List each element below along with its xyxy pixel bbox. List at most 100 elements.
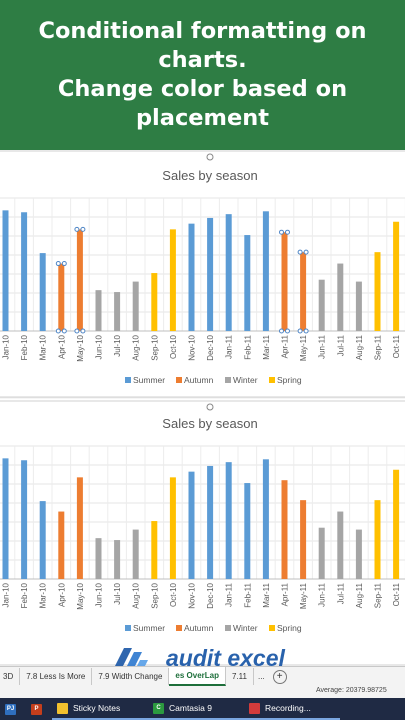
bar-may-10-autumn[interactable] bbox=[76, 229, 83, 331]
bar-oct-10-spring[interactable] bbox=[169, 229, 176, 331]
bar-aug-10-winter[interactable] bbox=[132, 281, 139, 331]
selection-handle[interactable] bbox=[285, 229, 290, 235]
powerpoint-app-icon: P bbox=[31, 703, 42, 715]
bar-jan-10-summer[interactable] bbox=[2, 210, 9, 331]
sheet-tab[interactable]: 7.11 bbox=[226, 668, 254, 685]
sheet-tab[interactable]: 3D bbox=[0, 668, 21, 685]
bar-may-10-autumn[interactable] bbox=[76, 477, 83, 579]
bar-feb-10-summer[interactable] bbox=[21, 212, 28, 331]
x-tick-label: Apr-10 bbox=[57, 334, 66, 359]
bar-mar-10-summer[interactable] bbox=[39, 501, 46, 579]
selection-handle[interactable] bbox=[303, 249, 309, 255]
bar-nov-10-summer[interactable] bbox=[188, 223, 195, 331]
selection-handle[interactable] bbox=[61, 261, 67, 267]
bar-oct-11-spring[interactable] bbox=[393, 469, 400, 579]
bar-aug-11-winter[interactable] bbox=[355, 281, 362, 331]
chart-sales-by-season-bottom[interactable]: Sales by season Jan-10 Feb-10 Mar-10 Apr-10 M… bbox=[0, 400, 405, 666]
bar-oct-11-spring[interactable] bbox=[393, 221, 400, 331]
selection-handle[interactable] bbox=[297, 328, 303, 334]
bar-may-11-autumn[interactable] bbox=[300, 500, 307, 579]
chart-sales-by-season-top[interactable]: Sales by season Jan-10 Feb-10 Mar-10 Apr-10 M… bbox=[0, 150, 405, 398]
x-tick-label: May-11 bbox=[299, 334, 308, 361]
x-tick-label: Jul-11 bbox=[336, 582, 345, 604]
chart-resize-handle[interactable] bbox=[206, 153, 214, 161]
bar-sep-11-spring[interactable] bbox=[374, 252, 381, 331]
chart-title: Sales by season bbox=[162, 416, 257, 431]
x-tick-label: Jun-11 bbox=[318, 334, 327, 358]
bar-apr-10-autumn[interactable] bbox=[58, 263, 65, 331]
bar-mar-10-summer[interactable] bbox=[39, 253, 46, 331]
selection-handle[interactable] bbox=[61, 328, 67, 334]
bar-jan-11-summer[interactable] bbox=[225, 462, 232, 579]
x-tick-label: Jul-11 bbox=[336, 334, 345, 356]
taskbar-item-camtasia[interactable]: C Camtasia 9 bbox=[148, 698, 244, 720]
windows-taskbar: PJ P Sticky Notes C Camtasia 9 Recording… bbox=[0, 698, 405, 720]
selection-handle[interactable] bbox=[74, 328, 80, 334]
selection-handle[interactable] bbox=[55, 328, 61, 334]
bar-mar-11-summer[interactable] bbox=[262, 459, 269, 579]
banner-line-1: Conditional formatting on bbox=[38, 18, 367, 44]
bar-nov-10-summer[interactable] bbox=[188, 471, 195, 579]
bar-jul-10-winter[interactable] bbox=[114, 540, 121, 579]
taskbar-item-powerpoint[interactable]: P bbox=[26, 698, 52, 720]
bar-aug-10-winter[interactable] bbox=[132, 529, 139, 579]
bar-may-11-autumn[interactable] bbox=[300, 252, 307, 331]
bar-apr-10-autumn[interactable] bbox=[58, 511, 65, 579]
legend-label-summer: Summer bbox=[133, 375, 165, 385]
bar-mar-11-summer[interactable] bbox=[262, 211, 269, 331]
selection-handle[interactable] bbox=[285, 328, 290, 334]
x-tick-label: Jul-10 bbox=[113, 334, 122, 356]
bar-jun-11-winter[interactable] bbox=[318, 527, 325, 579]
sheet-tab-active[interactable]: es OverLap bbox=[169, 667, 226, 686]
bar-apr-11-autumn[interactable] bbox=[281, 232, 288, 331]
x-tick-label: Apr-11 bbox=[281, 334, 290, 358]
bar-jun-10-winter[interactable] bbox=[95, 290, 102, 331]
x-tick-label: Nov-10 bbox=[188, 582, 197, 608]
taskbar-item-project[interactable]: PJ bbox=[0, 698, 26, 720]
bar-sep-10-spring[interactable] bbox=[151, 521, 158, 579]
chart-resize-handle[interactable] bbox=[206, 403, 214, 411]
selection-handle[interactable] bbox=[80, 226, 86, 232]
bar-jun-11-winter[interactable] bbox=[318, 279, 325, 331]
selection-handle[interactable] bbox=[74, 226, 80, 232]
selection-handle[interactable] bbox=[279, 229, 284, 235]
bar-aug-11-winter[interactable] bbox=[355, 529, 362, 579]
legend-label-spring: Spring bbox=[277, 623, 302, 633]
worksheet[interactable]: Sales by season Jan-10 Feb-10 Mar-10 Apr-10 M… bbox=[0, 150, 405, 666]
taskbar-item-recording[interactable]: Recording... bbox=[244, 698, 340, 720]
x-tick-label: Apr-10 bbox=[57, 582, 66, 607]
bar-jul-11-winter[interactable] bbox=[337, 263, 344, 331]
chart-title: Sales by season bbox=[162, 168, 257, 183]
bar-jul-10-winter[interactable] bbox=[114, 292, 121, 331]
bar-jan-10-summer[interactable] bbox=[2, 458, 9, 579]
bar-sep-11-spring[interactable] bbox=[374, 500, 381, 579]
legend-label-summer: Summer bbox=[133, 623, 165, 633]
more-tabs-button[interactable]: ... bbox=[257, 672, 265, 681]
bar-feb-11-summer[interactable] bbox=[244, 235, 251, 331]
bar-dec-10-summer[interactable] bbox=[207, 465, 214, 579]
add-sheet-icon[interactable]: + bbox=[272, 669, 287, 684]
legend-swatch-autumn bbox=[176, 625, 182, 631]
selection-handle[interactable] bbox=[80, 328, 86, 334]
bar-oct-10-spring[interactable] bbox=[169, 477, 176, 579]
sheet-tab[interactable]: 7.9 Width Change bbox=[92, 668, 170, 685]
x-tick-label: Aug-10 bbox=[132, 334, 141, 360]
status-average: Average: 20379.98725 bbox=[316, 687, 387, 694]
sheet-tab[interactable]: 7.8 Less Is More bbox=[20, 668, 93, 685]
taskbar-item-sticky-notes[interactable]: Sticky Notes bbox=[52, 698, 148, 720]
bar-feb-10-summer[interactable] bbox=[21, 460, 28, 579]
x-tick-label: Jun-11 bbox=[318, 582, 327, 606]
bar-apr-11-autumn[interactable] bbox=[281, 480, 288, 579]
selection-handle[interactable] bbox=[279, 328, 284, 334]
bar-feb-11-summer[interactable] bbox=[244, 483, 251, 579]
selection-handle[interactable] bbox=[55, 261, 61, 267]
banner-line-3: Change color based on bbox=[57, 76, 348, 102]
bar-jun-10-winter[interactable] bbox=[95, 538, 102, 579]
bar-jan-11-summer[interactable] bbox=[225, 214, 232, 331]
bar-sep-10-spring[interactable] bbox=[151, 273, 158, 331]
status-bar: Average: 20379.98725 bbox=[0, 686, 405, 698]
bar-dec-10-summer[interactable] bbox=[207, 217, 214, 331]
selection-handle[interactable] bbox=[303, 328, 309, 334]
bar-jul-11-winter[interactable] bbox=[337, 511, 344, 579]
selection-handle[interactable] bbox=[297, 249, 303, 255]
